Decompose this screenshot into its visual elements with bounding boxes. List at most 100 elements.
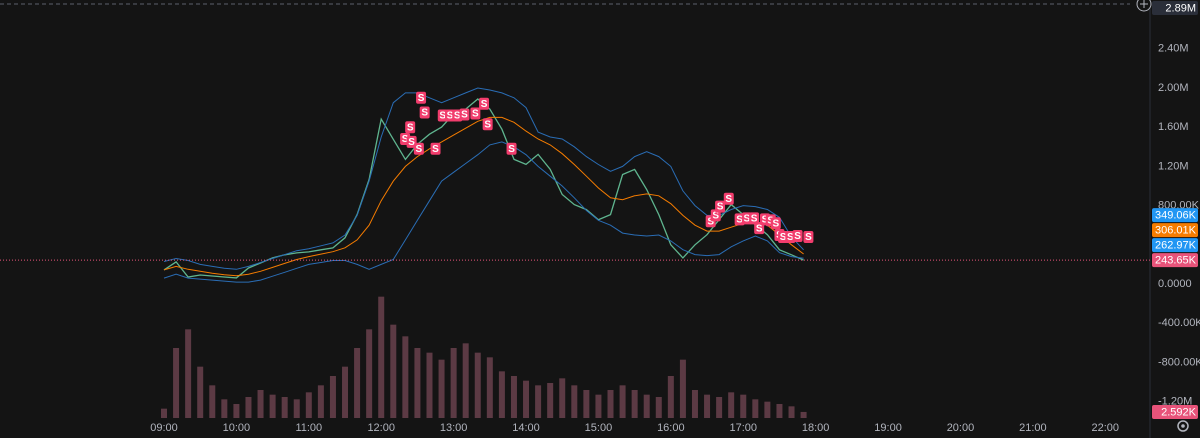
volume-bar	[305, 392, 312, 418]
price-tag-box	[1152, 223, 1198, 238]
sell-marker-box	[413, 142, 424, 155]
sell-marker: S	[470, 107, 481, 120]
volume-bar	[667, 376, 674, 418]
price-tag-box	[1152, 1, 1198, 15]
sell-marker: S	[482, 118, 493, 131]
volume-bar	[414, 348, 421, 418]
sell-marker-box	[419, 106, 430, 119]
price-tag-label: 2.89M	[1165, 2, 1196, 14]
volume-bar	[185, 329, 192, 418]
x-tick-label: 19:00	[874, 422, 902, 434]
sell-marker: S	[419, 106, 430, 119]
sell-marker-label: S	[432, 144, 439, 155]
sell-marker-label: S	[461, 110, 468, 121]
sell-marker: S	[792, 230, 803, 242]
sell-marker-label: S	[447, 111, 454, 122]
volume-bar	[281, 397, 288, 418]
x-tick-label: 16:00	[657, 422, 685, 434]
sell-marker-box	[803, 230, 814, 243]
zoom-plus[interactable]	[1140, 0, 1148, 8]
volume-bar	[752, 399, 759, 418]
sell-marker-label: S	[725, 194, 732, 205]
volume-bar	[691, 390, 698, 418]
series-line	[163, 87, 804, 270]
y-tick-label: 1.60M	[1158, 121, 1189, 133]
sell-marker-label: S	[407, 122, 414, 133]
volume-bar	[462, 343, 469, 418]
price-tag-box	[1152, 404, 1198, 419]
price-tag-box	[1152, 208, 1198, 223]
sell-marker: S	[803, 230, 814, 243]
volume-bar	[655, 397, 662, 418]
sell-marker-label: S	[805, 232, 812, 243]
volume-bar	[233, 404, 240, 418]
volume-bar	[559, 378, 566, 418]
plot-area: SSSSSSSSSSSSSSSSSSSSSSSSSSSSSSS	[161, 87, 814, 418]
x-tick-label: 15:00	[585, 422, 613, 434]
x-tick-label: 12:00	[367, 422, 395, 434]
volume-bar	[619, 385, 626, 418]
volume-bar	[523, 380, 530, 418]
price-tag-label: 2.592K	[1161, 406, 1197, 418]
volume-bar	[378, 296, 385, 418]
x-tick-label: 18:00	[802, 422, 830, 434]
sell-marker-box	[506, 142, 517, 155]
volume-bar	[329, 376, 336, 418]
sell-marker-label: S	[421, 108, 428, 119]
sell-marker: S	[715, 200, 726, 213]
x-tick-label: 10:00	[223, 422, 251, 434]
volume-bar	[583, 390, 590, 418]
settings-icon[interactable]	[1177, 420, 1189, 432]
sell-marker-box	[430, 142, 441, 155]
sell-marker-box	[715, 200, 726, 213]
y-tick-label: 0.0000	[1158, 278, 1192, 290]
sell-marker-box	[470, 107, 481, 120]
x-tick-label: 09:00	[150, 422, 178, 434]
sell-marker-box	[723, 192, 734, 205]
sell-marker-label: S	[707, 216, 714, 227]
price-tag-label: 243.65K	[1155, 255, 1197, 267]
volume-bar	[728, 392, 735, 418]
settings-button[interactable]	[1177, 420, 1189, 432]
sell-marker-label: S	[744, 214, 751, 225]
volume-bar	[643, 394, 650, 418]
sell-marker-label: S	[751, 214, 758, 225]
zoom-button[interactable]	[1136, 0, 1152, 12]
volume-bar	[788, 406, 795, 418]
volume-bar	[776, 404, 783, 418]
series-line	[163, 116, 804, 277]
volume-bar	[257, 390, 264, 418]
volume-bar	[510, 376, 517, 418]
sell-marker: S	[770, 217, 781, 230]
sell-marker: S	[430, 142, 441, 155]
volume-bar	[800, 411, 807, 418]
volume-bar	[245, 397, 252, 418]
settings-center[interactable]	[1181, 424, 1185, 428]
sell-marker-box	[459, 108, 470, 121]
sell-marker: S	[416, 91, 427, 104]
sell-marker-label: S	[454, 111, 461, 122]
sell-marker: S	[479, 97, 490, 110]
volume-bar	[402, 336, 409, 418]
y-tick-label: 2.00M	[1158, 82, 1189, 94]
x-tick-label: 14:00	[512, 422, 540, 434]
volume-bar	[390, 324, 397, 418]
volume-bar	[764, 401, 771, 418]
volume-bar	[595, 394, 602, 418]
price-tag-label: 306.01K	[1155, 225, 1197, 237]
volume-bar	[317, 385, 324, 418]
sell-marker-box	[405, 121, 416, 134]
y-tick-label: 1.20M	[1158, 160, 1189, 172]
sell-marker-box	[770, 217, 781, 230]
series-line	[163, 141, 804, 283]
sell-marker-label: S	[472, 109, 479, 120]
sell-marker: S	[459, 108, 470, 121]
sell-marker-label: S	[484, 119, 491, 130]
volume-bar	[426, 352, 433, 418]
volume-bar	[535, 385, 542, 418]
sell-marker-label: S	[717, 202, 724, 213]
volume-bar	[716, 397, 723, 418]
volume-bar	[498, 371, 505, 418]
y-tick-label: -400.00K	[1158, 317, 1200, 329]
sell-marker-box	[482, 118, 493, 131]
